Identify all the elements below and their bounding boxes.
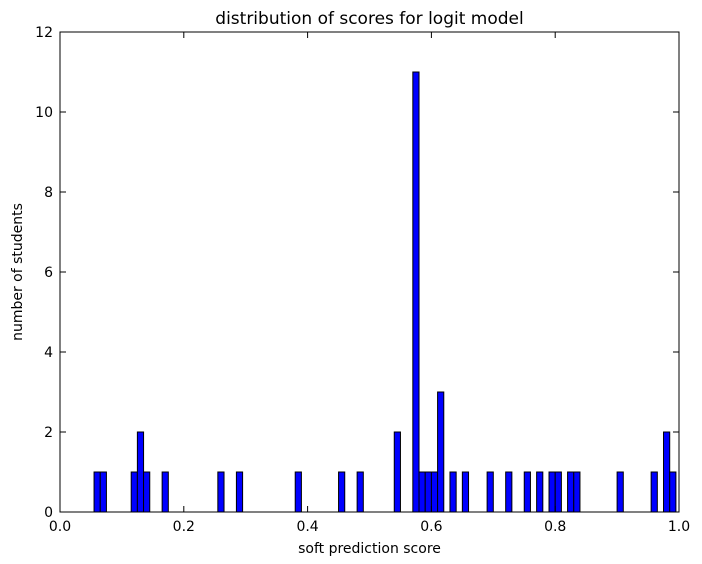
histogram-bar-22	[536, 471, 544, 513]
y-tick-label: 12	[35, 25, 53, 41]
histogram-bar-28	[650, 471, 658, 513]
histogram-bar-13	[418, 471, 426, 513]
x-tick-label: 0.8	[544, 519, 566, 535]
plot-frame	[59, 31, 680, 513]
x-tick-label: 0.0	[49, 519, 71, 535]
histogram-bar-29	[663, 431, 671, 513]
x-tick-label: 0.4	[296, 519, 318, 535]
histogram-bar-15	[430, 471, 439, 513]
histogram-bar-17	[449, 471, 457, 513]
histogram-bar-2	[130, 471, 138, 513]
histogram-bar-19	[486, 471, 494, 513]
histogram-bar-25	[567, 471, 575, 513]
histogram-bar-6	[217, 471, 225, 513]
y-tick-label: 2	[44, 425, 53, 441]
ticks-group: 0.0 0.2 0.4 0.6 0.8 1.0 0 2 4 6 8 10 12	[35, 25, 690, 535]
y-tick-label: 0	[44, 505, 53, 521]
y-tick-label: 10	[35, 105, 53, 121]
histogram-bar-1	[99, 471, 107, 513]
histogram-bar-14	[424, 471, 432, 513]
histogram-bar-23	[548, 471, 556, 513]
x-tick-label: 0.2	[173, 519, 195, 535]
histogram-bar-21	[523, 471, 531, 513]
histogram-bar-24	[554, 471, 562, 513]
histogram-bar-4	[143, 471, 151, 513]
histogram-bar-0	[93, 471, 101, 513]
bars-group	[93, 71, 677, 513]
y-tick-label: 8	[44, 185, 53, 201]
histogram-bar-3	[136, 431, 145, 513]
x-tick-label: 1.0	[668, 519, 690, 535]
x-tick-label: 0.6	[420, 519, 442, 535]
histogram-bar-18	[461, 471, 470, 513]
histogram-bar-30	[669, 471, 677, 513]
histogram-bar-16	[437, 391, 445, 513]
histogram-bar-26	[573, 471, 581, 513]
histogram-bar-12	[412, 71, 420, 513]
x-axis-label: soft prediction score	[298, 541, 441, 557]
histogram-bar-20	[505, 471, 513, 513]
y-axis-label: number of students	[10, 203, 26, 341]
histogram-bar-8	[294, 471, 302, 513]
y-tick-label: 4	[44, 345, 53, 361]
histogram-bar-7	[235, 471, 244, 513]
y-tick-label: 6	[44, 265, 53, 281]
histogram-bar-9	[338, 471, 346, 513]
histogram-bar-27	[616, 471, 624, 513]
histogram-bar-10	[356, 471, 364, 513]
histogram-bar-5	[161, 471, 169, 513]
chart-title: distribution of scores for logit model	[215, 9, 523, 29]
histogram-bar-11	[393, 431, 401, 513]
